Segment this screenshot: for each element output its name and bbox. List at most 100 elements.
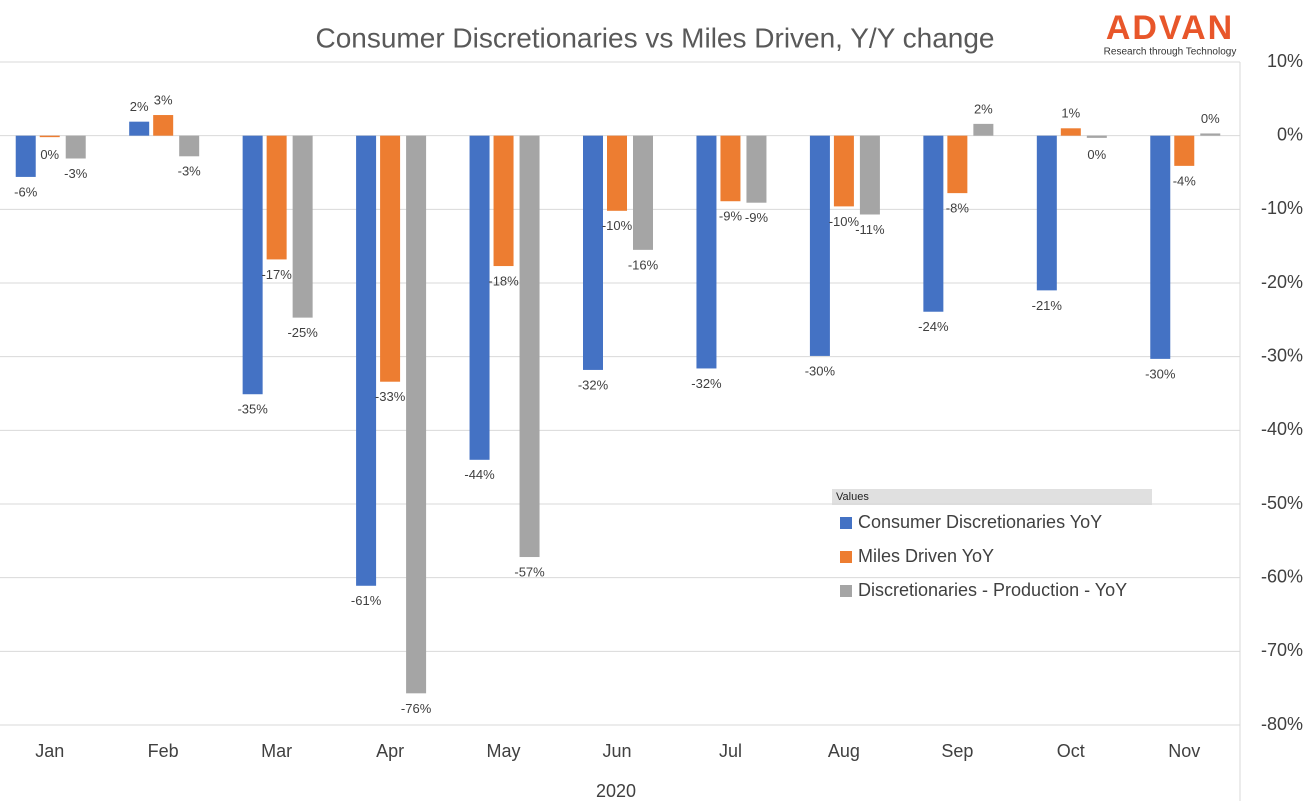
data-label: -3% [64, 166, 88, 181]
data-label: -32% [691, 376, 722, 391]
y-tick-label: -40% [1261, 419, 1303, 439]
legend-swatch [840, 517, 852, 529]
x-tick-label: Nov [1168, 741, 1200, 761]
data-label: -35% [237, 402, 268, 417]
bar [809, 135, 830, 356]
chart-title: Consumer Discretionaries vs Miles Driven… [315, 22, 994, 53]
bar [380, 135, 401, 382]
data-label: 0% [1201, 111, 1220, 126]
data-label: 0% [40, 147, 59, 162]
bar [493, 135, 514, 267]
bar [696, 135, 717, 369]
data-label: -17% [261, 267, 292, 282]
data-label: 2% [130, 99, 149, 114]
x-tick-label: Oct [1057, 741, 1085, 761]
legend-label: Miles Driven YoY [858, 546, 994, 566]
x-tick-label: Sep [941, 741, 973, 761]
x-tick-label: Aug [828, 741, 860, 761]
y-tick-label: 10% [1267, 51, 1303, 71]
data-label: 2% [974, 101, 993, 116]
y-tick-label: -10% [1261, 198, 1303, 218]
bar [607, 135, 627, 211]
x-tick-label: Mar [261, 741, 292, 761]
x-tick-label: Apr [376, 741, 404, 761]
x-tick-label: Jul [719, 741, 742, 761]
logo-tagline: Research through Technology [1104, 47, 1237, 58]
bar [947, 135, 968, 194]
bar [129, 121, 150, 136]
data-label: -9% [745, 210, 769, 225]
bar [859, 135, 880, 215]
data-label: -4% [1173, 173, 1197, 188]
data-label: -61% [351, 593, 382, 608]
bar [153, 115, 174, 136]
bar [720, 135, 741, 202]
bar [1036, 135, 1057, 291]
bar [65, 135, 86, 159]
data-label: 0% [1087, 147, 1106, 162]
data-label: 1% [1061, 106, 1080, 121]
bar [356, 135, 377, 586]
data-label: -6% [14, 184, 38, 199]
bar [15, 135, 36, 177]
y-tick-label: -50% [1261, 493, 1303, 513]
y-tick-label: -60% [1261, 566, 1303, 586]
y-tick-label: -30% [1261, 345, 1303, 365]
y-tick-label: -20% [1261, 272, 1303, 292]
x-tick-label: May [487, 741, 521, 761]
data-label: -30% [1145, 366, 1176, 381]
bar [583, 135, 603, 370]
data-label: -10% [602, 218, 633, 233]
x-tick-label: Jun [602, 741, 631, 761]
bar [1060, 128, 1081, 136]
bar [406, 135, 427, 694]
data-label: -30% [805, 363, 836, 378]
x-tick-label: Jan [35, 741, 64, 761]
data-label: -10% [829, 214, 860, 229]
bar [973, 123, 994, 136]
data-label: -57% [514, 564, 545, 579]
data-label: -16% [628, 257, 659, 272]
legend-label: Discretionaries - Production - YoY [858, 580, 1127, 600]
bar [292, 135, 313, 318]
bar [833, 135, 854, 207]
bar [266, 135, 287, 260]
data-label: -8% [946, 201, 970, 216]
data-label: -9% [719, 209, 743, 224]
legend-swatch [840, 585, 852, 597]
data-label: -11% [855, 222, 885, 237]
logo: ADVAN [1106, 9, 1234, 47]
y-tick-label: -80% [1261, 714, 1303, 734]
data-label: -32% [578, 377, 609, 392]
data-label: -33% [375, 389, 406, 404]
y-tick-label: -70% [1261, 640, 1303, 660]
y-tick-label: 0% [1277, 124, 1303, 144]
bar [519, 135, 540, 558]
bar [39, 135, 60, 138]
data-label: -21% [1032, 298, 1063, 313]
data-label: -18% [488, 273, 519, 288]
bar [1086, 135, 1107, 138]
data-label: -3% [178, 164, 202, 179]
data-label: -25% [287, 325, 318, 340]
data-label: 3% [154, 92, 173, 107]
data-label: -76% [401, 701, 432, 716]
bar [242, 135, 263, 395]
bar [746, 135, 767, 203]
x-tick-label: Feb [148, 741, 179, 761]
data-label: -24% [918, 319, 949, 334]
bar [1150, 135, 1171, 359]
bar [923, 135, 944, 312]
legend-title: Values [836, 491, 869, 503]
bar [179, 135, 200, 157]
bar [469, 135, 490, 460]
legend-swatch [840, 551, 852, 563]
legend-label: Consumer Discretionaries YoY [858, 512, 1102, 532]
legend-header [832, 489, 1152, 505]
bar [1200, 133, 1221, 136]
bar [633, 135, 653, 250]
data-label: -44% [464, 467, 495, 482]
x-axis-label: 2020 [596, 781, 636, 801]
bar [1174, 135, 1195, 166]
